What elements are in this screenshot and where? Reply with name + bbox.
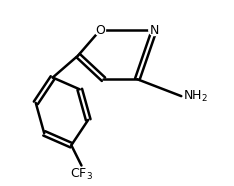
Text: N: N (150, 24, 159, 37)
Text: NH$_2$: NH$_2$ (183, 89, 208, 104)
Text: CF$_3$: CF$_3$ (70, 167, 93, 182)
Text: O: O (95, 24, 105, 37)
Circle shape (149, 25, 160, 36)
Circle shape (95, 25, 106, 36)
